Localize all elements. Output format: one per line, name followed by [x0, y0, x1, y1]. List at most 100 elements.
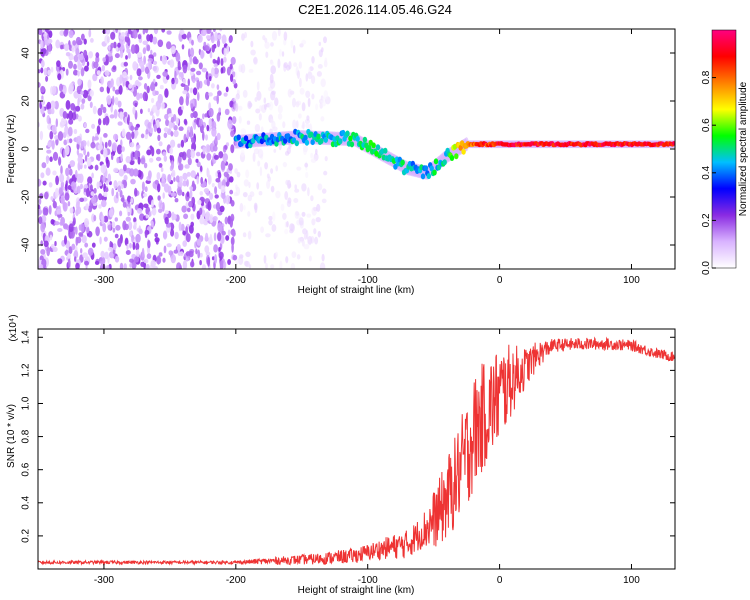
- colorbar-gradient: [711, 29, 737, 269]
- noise-speck: [248, 102, 253, 108]
- noise-speck: [52, 170, 57, 176]
- noise-speck: [125, 156, 131, 164]
- noise-speck: [179, 29, 185, 35]
- y-tick-label: 0.6: [21, 462, 32, 476]
- noise-speck: [315, 148, 318, 155]
- noise-speck: [206, 124, 210, 132]
- noise-speck: [58, 156, 62, 166]
- noise-speck: [118, 168, 125, 177]
- noise-speck: [81, 33, 85, 41]
- noise-speck: [151, 147, 155, 157]
- noise-speck: [100, 76, 104, 85]
- noise-speck: [268, 101, 274, 111]
- noise-speck: [103, 148, 108, 158]
- noise-speck: [73, 63, 77, 70]
- noise-speck: [258, 191, 263, 196]
- noise-speck: [182, 172, 188, 181]
- noise-speck: [218, 151, 224, 159]
- noise-speck: [189, 47, 195, 58]
- signal-mark: [316, 133, 321, 140]
- noise-speck: [117, 42, 121, 48]
- noise-speck: [125, 55, 128, 60]
- noise-speck: [57, 73, 62, 81]
- noise-speck: [102, 106, 107, 114]
- noise-speck: [128, 221, 133, 231]
- noise-speck: [102, 191, 108, 197]
- noise-speck: [112, 65, 117, 70]
- noise-speck: [75, 36, 82, 46]
- noise-speck: [204, 45, 210, 52]
- noise-speck: [156, 74, 161, 79]
- noise-speck: [259, 166, 263, 177]
- noise-speck: [278, 49, 282, 57]
- noise-speck: [38, 259, 42, 266]
- noise-speck: [263, 255, 267, 264]
- spectrogram-y-ticks: -40 -20 0 20 40: [21, 47, 675, 252]
- noise-speck: [234, 72, 238, 81]
- noise-speck: [225, 142, 230, 147]
- signal-mark: [323, 136, 328, 143]
- noise-speck: [293, 62, 298, 67]
- noise-speck: [299, 43, 304, 48]
- snr-frame: [37, 328, 676, 570]
- noise-speck: [180, 83, 186, 87]
- noise-speck: [62, 111, 68, 119]
- x-tick-label: -300: [94, 275, 114, 286]
- noise-speck: [103, 133, 108, 138]
- noise-speck: [42, 180, 47, 186]
- noise-speck: [71, 46, 75, 53]
- noise-speck: [133, 221, 137, 227]
- noise-speck: [294, 188, 300, 193]
- noise-speck: [323, 170, 328, 176]
- spectrogram-marks: [38, 29, 675, 269]
- noise-speck: [129, 230, 133, 237]
- noise-speck: [40, 39, 44, 50]
- noise-speck: [279, 260, 283, 269]
- noise-speck: [116, 157, 120, 164]
- noise-speck: [213, 154, 219, 160]
- noise-speck: [218, 251, 224, 260]
- snr-plot-area: [38, 329, 675, 569]
- noise-speck: [129, 142, 135, 148]
- noise-speck: [270, 264, 275, 269]
- noise-speck: [60, 44, 64, 50]
- noise-speck: [239, 254, 244, 259]
- noise-speck: [204, 113, 208, 118]
- noise-speck: [182, 78, 187, 84]
- noise-speck: [85, 128, 90, 134]
- noise-speck: [57, 131, 64, 141]
- noise-speck: [57, 258, 63, 265]
- noise-speck: [43, 240, 49, 248]
- noise-speck: [240, 63, 246, 74]
- noise-speck: [162, 202, 165, 212]
- noise-speck: [130, 125, 135, 132]
- noise-speck: [171, 169, 176, 178]
- noise-speck: [163, 132, 168, 139]
- noise-speck: [245, 251, 251, 258]
- noise-speck: [150, 49, 153, 55]
- noise-speck: [209, 51, 213, 59]
- noise-speck: [173, 130, 179, 138]
- noise-speck: [125, 216, 131, 222]
- noise-speck: [181, 205, 187, 213]
- noise-speck: [247, 230, 252, 240]
- noise-speck: [264, 41, 270, 49]
- noise-speck: [190, 170, 196, 178]
- noise-speck: [91, 172, 94, 179]
- noise-speck: [269, 61, 274, 66]
- noise-speck: [75, 236, 79, 246]
- noise-speck: [141, 181, 145, 192]
- x-tick-label: -200: [226, 275, 246, 286]
- spectrogram-x-ticks: -300 -200 -100 0 100: [94, 29, 640, 286]
- noise-speck: [308, 255, 312, 262]
- noise-speck: [286, 200, 292, 208]
- noise-speck: [99, 236, 102, 245]
- noise-speck: [150, 81, 155, 91]
- noise-speck: [80, 183, 83, 190]
- noise-speck: [243, 179, 249, 187]
- noise-speck: [67, 258, 71, 268]
- noise-speck: [223, 171, 229, 178]
- noise-speck: [277, 104, 283, 114]
- noise-speck: [284, 228, 289, 235]
- noise-speck: [277, 58, 281, 69]
